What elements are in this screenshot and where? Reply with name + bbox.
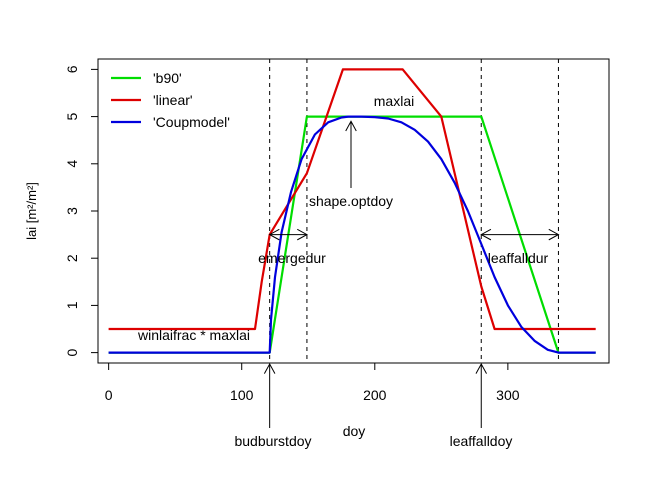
y-tick-label: 0 — [64, 349, 80, 357]
annotation-leaffalldoy: leaffalldoy — [450, 433, 513, 449]
arrow-head — [297, 228, 308, 241]
series-line — [108, 115, 596, 354]
y-tick-label: 3 — [64, 207, 80, 215]
legend-label: 'b90' — [153, 70, 182, 86]
arrow-head — [475, 362, 487, 374]
x-tick-label: 200 — [363, 387, 387, 403]
series-line — [108, 68, 596, 331]
legend-label: 'linear' — [153, 92, 193, 108]
y-axis: 0 1 2 3 4 5 6 — [64, 65, 99, 357]
annotation-maxlai: maxlai — [374, 93, 414, 109]
annotation-winlaifrac: winlaifrac * maxlai — [137, 327, 250, 343]
legend: 'b90' 'linear' 'Coupmodel' — [111, 70, 230, 130]
legend-label: 'Coupmodel' — [153, 114, 230, 130]
annotation-leaffalldur: leaffalldur — [488, 250, 549, 266]
annotation-emergedur: emergedur — [258, 250, 326, 266]
x-tick-label: 300 — [496, 387, 520, 403]
y-tick-label: 2 — [64, 254, 80, 262]
x-tick-label: 0 — [105, 387, 113, 403]
annotation-arrows — [263, 120, 560, 428]
x-tick-label: 100 — [230, 387, 254, 403]
reference-lines — [269, 59, 559, 363]
arrow-head — [548, 228, 560, 241]
arrow-head — [480, 228, 492, 241]
arrow-head — [345, 120, 357, 132]
arrow-head — [263, 362, 276, 374]
y-tick-label: 4 — [64, 160, 80, 168]
x-axis: 0 100 200 300 — [105, 362, 520, 403]
annotation-budburstdoy: budburstdoy — [234, 433, 311, 449]
y-tick-label: 1 — [64, 301, 80, 309]
series-lines — [108, 68, 596, 354]
annotation-shape-optdoy: shape.optdoy — [309, 193, 393, 209]
y-tick-label: 6 — [64, 65, 80, 73]
y-tick-label: 5 — [64, 112, 80, 120]
y-axis-label: lai [m²/m²] — [24, 182, 39, 240]
x-axis-label: doy — [343, 423, 366, 439]
arrow-head — [268, 228, 280, 241]
